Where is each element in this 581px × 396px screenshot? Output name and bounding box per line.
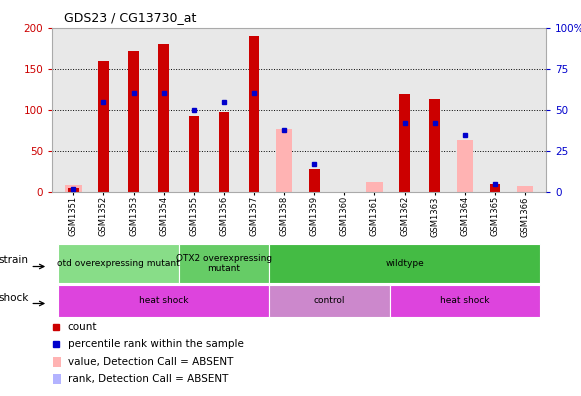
Bar: [249, 36, 259, 192]
Bar: [53, 356, 61, 367]
Text: percentile rank within the sample: percentile rank within the sample: [68, 339, 243, 349]
Bar: [517, 186, 533, 192]
Bar: [65, 185, 82, 192]
Text: shock: shock: [0, 293, 29, 303]
Text: OTX2 overexpressing
mutant: OTX2 overexpressing mutant: [176, 254, 272, 273]
Text: strain: strain: [0, 255, 29, 265]
Text: otd overexpressing mutant: otd overexpressing mutant: [57, 259, 180, 268]
Text: rank, Detection Call = ABSENT: rank, Detection Call = ABSENT: [68, 374, 228, 384]
Text: wildtype: wildtype: [385, 259, 424, 268]
Bar: [58, 244, 179, 283]
Bar: [366, 182, 383, 192]
Bar: [179, 244, 269, 283]
Bar: [429, 99, 440, 192]
Text: heat shock: heat shock: [440, 297, 490, 305]
Bar: [98, 61, 109, 192]
Bar: [159, 44, 169, 192]
Bar: [53, 374, 61, 384]
Bar: [128, 51, 139, 192]
Text: control: control: [314, 297, 345, 305]
Bar: [68, 188, 78, 192]
Bar: [457, 140, 473, 192]
Bar: [389, 285, 540, 317]
Bar: [399, 94, 410, 192]
Bar: [58, 285, 269, 317]
Text: heat shock: heat shock: [139, 297, 188, 305]
Bar: [309, 169, 320, 192]
Bar: [490, 184, 500, 192]
Text: value, Detection Call = ABSENT: value, Detection Call = ABSENT: [68, 356, 233, 367]
Text: count: count: [68, 322, 98, 332]
Bar: [218, 112, 229, 192]
Bar: [269, 244, 540, 283]
Text: GDS23 / CG13730_at: GDS23 / CG13730_at: [64, 11, 196, 24]
Bar: [276, 129, 292, 192]
Bar: [189, 116, 199, 192]
Bar: [269, 285, 389, 317]
